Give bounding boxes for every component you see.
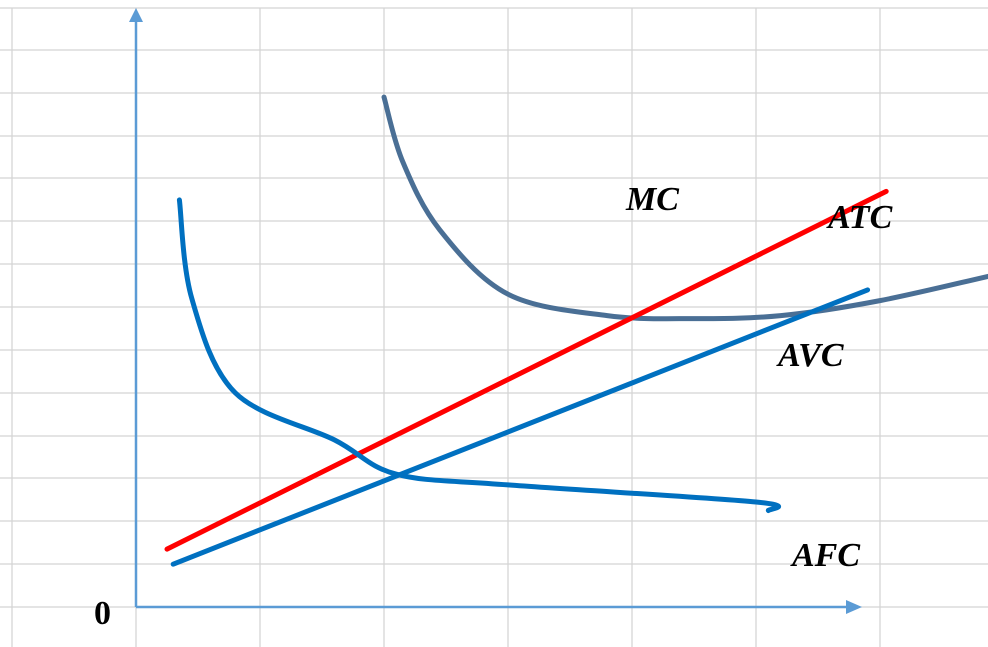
afc-curve bbox=[176, 197, 781, 514]
chart-curves bbox=[164, 94, 988, 567]
atc-curve bbox=[381, 94, 988, 322]
avc-curve bbox=[170, 287, 871, 567]
chart-labels: ATC MC AVC AFC 0 bbox=[94, 181, 893, 632]
afc-label: AFC bbox=[790, 537, 860, 574]
mc-curve bbox=[164, 188, 889, 552]
origin-label: 0 bbox=[94, 595, 111, 632]
y-axis-arrow bbox=[129, 8, 143, 22]
mc-label: MC bbox=[625, 181, 679, 218]
avc-label: AVC bbox=[776, 337, 844, 374]
chart-axes bbox=[129, 8, 862, 614]
x-axis-arrow bbox=[846, 600, 862, 614]
atc-label: ATC bbox=[826, 199, 893, 236]
